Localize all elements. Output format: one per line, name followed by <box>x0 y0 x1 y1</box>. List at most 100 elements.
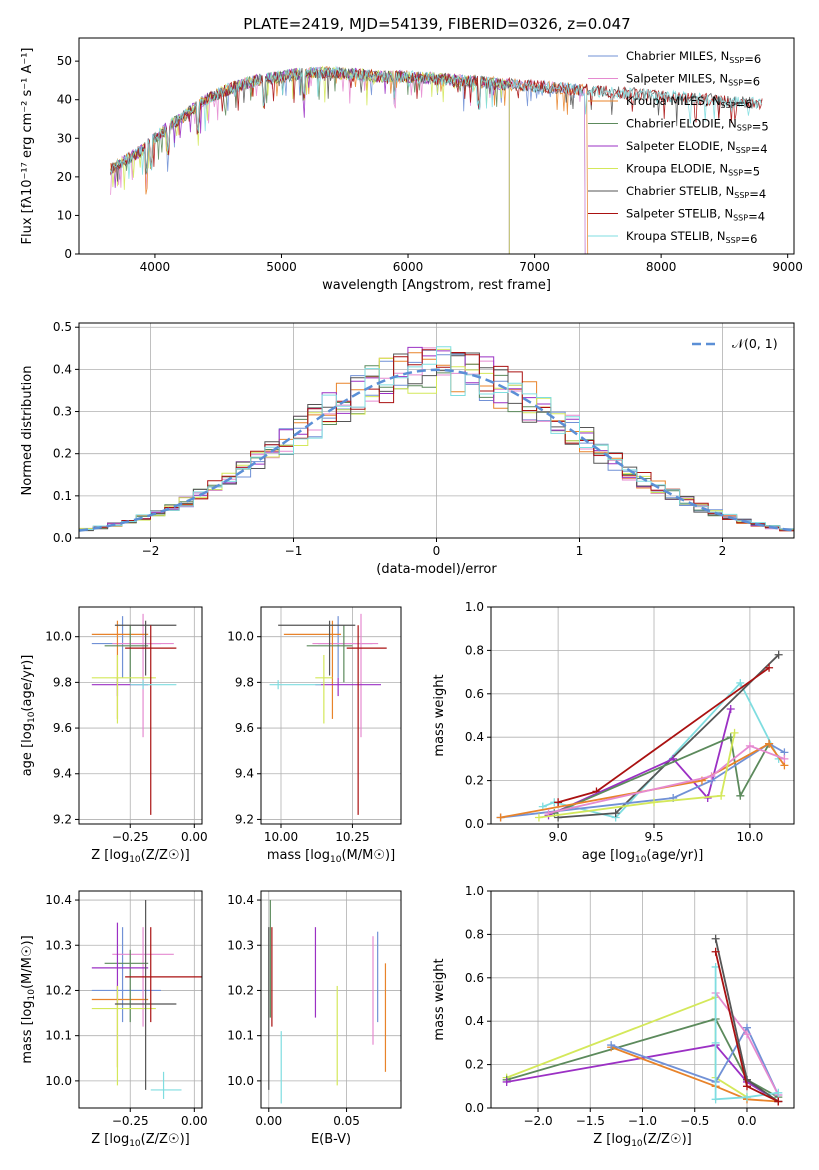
y-tick-label: 0.4 <box>53 362 72 376</box>
spectrum-line-salpeter_elodie <box>110 67 510 254</box>
x-tick-label: −2.0 <box>523 1114 552 1128</box>
x-tick-label: 0.0 <box>737 1114 756 1128</box>
axes-frame <box>260 606 402 825</box>
weight-marker-chabrier_miles <box>607 1041 616 1050</box>
weight-marker-salpeter_stelib <box>554 798 563 807</box>
weight-marker-salpeter_miles <box>742 1030 751 1039</box>
x-tick-label: 0.00 <box>255 1114 282 1128</box>
weight-marker-chabrier_stelib <box>774 650 783 659</box>
y-axis-label: age [log10(age/yr)] <box>20 655 37 777</box>
legend-label-kroupa_miles: Kroupa MILES, NSSP=6 <box>626 94 752 111</box>
y-tick-label: 40 <box>57 93 72 107</box>
weight-line-kroupa_elodie <box>506 995 748 1098</box>
x-axis-label: (data-model)/error <box>376 562 497 577</box>
weight-marker-chabrier_stelib <box>711 934 720 943</box>
weight-marker-salpeter_elodie <box>502 1077 511 1086</box>
axes-frame <box>78 890 203 1109</box>
panel-spectrum: 4000 5000 6000 7000 8000 9000 0 10 20 30 40 50 wavel… <box>20 37 803 293</box>
x-tick-label: 9.0 <box>549 830 568 844</box>
y-tick-label: 10.0 <box>45 630 72 644</box>
gaussian-curve <box>78 368 795 532</box>
legend-label-salpeter_miles: Salpeter MILES, NSSP=6 <box>626 72 760 89</box>
x-tick-label: 0.00 <box>181 1114 208 1128</box>
x-tick-label: 0.05 <box>333 1114 360 1128</box>
weight-marker-kroupa_stelib <box>742 1093 751 1102</box>
axes-frame <box>260 890 402 1109</box>
y-tick-label: 10.3 <box>45 938 72 952</box>
y-tick-label: 9.8 <box>53 675 72 689</box>
plot-area-z_vs_mass <box>91 900 202 1099</box>
spectrum-line-chabrier_miles <box>110 66 586 255</box>
plot-area-mass_vs_age <box>269 613 387 815</box>
y-tick-label: 0.4 <box>465 730 484 744</box>
axes-frame <box>78 606 203 825</box>
weight-marker-salpeter_miles <box>780 754 789 763</box>
legend-label-chabrier_miles: Chabrier MILES, NSSP=6 <box>626 49 761 66</box>
axes-frame <box>490 606 795 825</box>
y-tick-label: 9.6 <box>235 721 254 735</box>
weight-marker-kroupa_stelib <box>736 678 745 687</box>
y-tick-label: 0.8 <box>465 643 484 657</box>
weight-marker-kroupa_miles <box>765 739 774 748</box>
panel-ebv_vs_mass: 0.00 0.05 10.0 10.1 10.2 10.3 10.4 E(B-V) <box>227 890 402 1147</box>
plot-area-residuals <box>78 346 795 532</box>
y-tick-label: 0.2 <box>465 774 484 788</box>
x-tick-label: 4000 <box>140 260 171 274</box>
panel-mass_vs_age: 10.00 10.25 9.2 9.4 9.6 9.8 10.0 mass [log10(M/… <box>227 606 402 865</box>
weight-line-salpeter_miles <box>548 744 785 814</box>
x-axis-label: Z [log10(Z/Z☉)] <box>91 1132 189 1149</box>
y-axis-label: mass [log10(M/M☉)] <box>20 935 37 1063</box>
y-tick-label: 9.2 <box>235 812 254 826</box>
x-tick-label: 7000 <box>519 260 550 274</box>
legend-label-gauss: 𝒩(0, 1) <box>732 336 778 351</box>
x-tick-label: 8000 <box>646 260 677 274</box>
legend-label-kroupa_elodie: Kroupa ELODIE, NSSP=5 <box>626 162 760 179</box>
y-tick-label: 9.4 <box>53 767 72 781</box>
panel-age_vs_weight: 9.0 9.5 10.0 0.0 0.2 0.4 0.6 0.8 1.0 age [log10(a… <box>432 600 795 865</box>
legend-label-salpeter_stelib: Salpeter STELIB, NSSP=4 <box>626 207 765 224</box>
legend-residuals: 𝒩(0, 1) <box>692 336 778 351</box>
y-tick-label: 10.0 <box>227 1074 254 1088</box>
weight-marker-kroupa_elodie <box>650 798 659 807</box>
y-tick-label: 10.4 <box>45 893 72 907</box>
x-tick-label: 0.00 <box>181 830 208 844</box>
y-tick-label: 9.2 <box>53 812 72 826</box>
spectrum-line-kroupa_elodie <box>110 65 510 254</box>
plot-area-z_vs_age <box>91 613 177 815</box>
y-tick-label: 9.6 <box>53 721 72 735</box>
y-tick-label: 10.2 <box>45 983 72 997</box>
weight-line-salpeter_elodie <box>506 1044 779 1103</box>
panel-residuals: −2 −1 0 1 2 0.0 0.1 0.2 0.3 0.4 0.5 (data-model)/er… <box>20 320 795 577</box>
x-tick-label: −0.25 <box>112 830 149 844</box>
y-tick-label: 50 <box>57 54 72 68</box>
y-tick-label: 0.0 <box>465 1101 484 1115</box>
y-axis-label: Normed distribution <box>20 366 35 496</box>
x-tick-label: 2 <box>719 544 727 558</box>
plot-area-z_vs_weight <box>502 934 783 1106</box>
y-tick-label: 10.1 <box>227 1029 254 1043</box>
x-tick-label: 10.0 <box>737 830 764 844</box>
spectrum-line-chabrier_elodie <box>110 66 510 254</box>
weight-marker-salpeter_miles <box>745 741 754 750</box>
x-tick-label: −0.5 <box>680 1114 709 1128</box>
y-tick-label: 0.8 <box>465 927 484 941</box>
y-tick-label: 10 <box>57 208 72 222</box>
x-tick-label: 9.5 <box>644 830 663 844</box>
x-tick-label: 9000 <box>772 260 803 274</box>
weight-marker-chabrier_elodie <box>736 791 745 800</box>
plot-area-ebv_vs_mass <box>268 900 387 1104</box>
weight-line-kroupa_miles <box>610 1046 779 1103</box>
y-axis-label: mass weight <box>432 958 447 1040</box>
y-tick-label: 0.4 <box>465 1014 484 1028</box>
legend-label-kroupa_stelib: Kroupa STELIB, NSSP=6 <box>626 229 757 246</box>
weight-marker-salpeter_stelib <box>711 947 720 956</box>
weight-marker-kroupa_stelib <box>711 1038 720 1047</box>
panel-z_vs_weight: −2.0 −1.5 −1.0 −0.5 0.0 0.0 0.2 0.4 0.6 0.8 1.0 Z [… <box>432 884 795 1149</box>
figure-title: PLATE=2419, MJD=54139, FIBERID=0326, z=0… <box>243 15 630 33</box>
x-tick-label: 5000 <box>266 260 297 274</box>
y-tick-label: 0 <box>64 247 72 261</box>
y-axis-label: mass weight <box>432 674 447 756</box>
y-tick-label: 20 <box>57 170 72 184</box>
legend-label-chabrier_stelib: Chabrier STELIB, NSSP=4 <box>626 184 766 201</box>
x-tick-label: −0.25 <box>112 1114 149 1128</box>
